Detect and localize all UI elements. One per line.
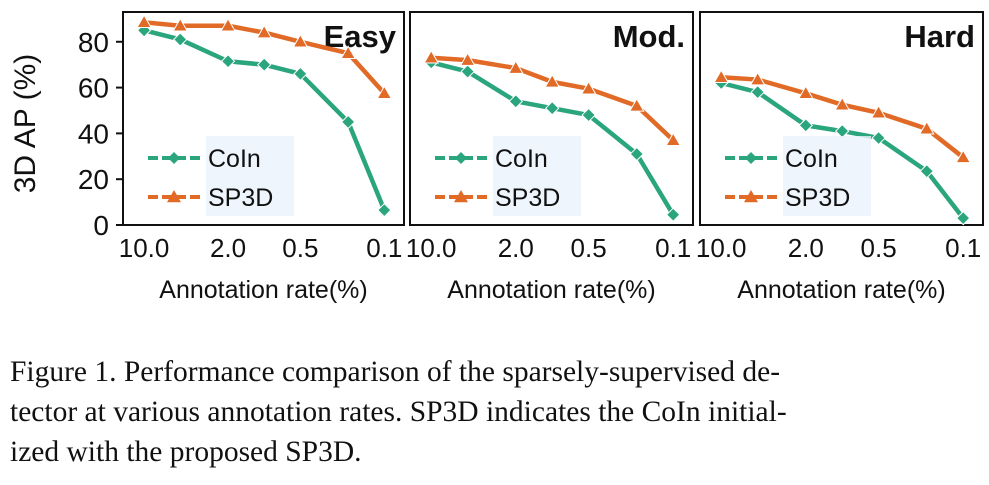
- figure-caption: Figure 1. Performance comparison of the …: [10, 352, 982, 472]
- x-tick-label: 0.5: [861, 233, 897, 263]
- x-tick-label: 0.1: [366, 233, 402, 263]
- x-tick-label: 0.5: [282, 233, 318, 263]
- data-point-coin: [508, 94, 523, 109]
- data-point-sp3d: [220, 17, 236, 32]
- data-point-sp3d: [955, 149, 972, 164]
- data-point-sp3d: [628, 97, 645, 112]
- data-point-coin: [173, 32, 188, 47]
- x-tick-label: 2.0: [788, 233, 824, 263]
- x-tick-label: 0.1: [655, 233, 691, 263]
- panel-frame-1: [409, 11, 694, 226]
- y-tick-label: 60: [78, 73, 109, 104]
- data-point-sp3d: [870, 104, 887, 119]
- x-tick-label: 0.5: [571, 233, 607, 263]
- y-tick-label: 20: [78, 164, 109, 195]
- x-tick-label: 10.0: [119, 233, 170, 263]
- y-tick-label: 40: [78, 118, 109, 149]
- data-point-coin: [293, 66, 308, 82]
- legend-background: [206, 136, 294, 216]
- data-point-sp3d: [713, 69, 730, 84]
- legend-marker-sp3d: [744, 190, 758, 203]
- data-point-sp3d: [256, 24, 273, 39]
- x-tick-label: 10.0: [406, 233, 457, 263]
- data-point-coin: [377, 202, 392, 218]
- legend-label-coin: CoIn: [208, 145, 261, 173]
- data-point-sp3d: [340, 45, 357, 59]
- data-point-sp3d: [423, 49, 440, 64]
- data-point-sp3d: [918, 120, 935, 135]
- y-tick-label: 0: [93, 210, 109, 241]
- legend-label-sp3d: SP3D: [208, 184, 273, 212]
- data-point-sp3d: [172, 17, 189, 32]
- data-point-sp3d: [665, 132, 682, 147]
- caption-line-2: tector at various annotation rates. SP3D…: [10, 396, 787, 428]
- data-point-coin: [256, 57, 272, 72]
- data-point-coin: [581, 107, 596, 123]
- legend-marker-sp3d: [454, 190, 468, 203]
- panel-frame-2: [699, 11, 984, 226]
- x-axis-label: Annotation rate(%): [447, 276, 655, 304]
- data-point-sp3d: [834, 96, 851, 111]
- y-axis-label: 3D AP (%): [9, 54, 42, 194]
- data-point-coin: [545, 100, 560, 116]
- legend-label-coin: CoIn: [495, 145, 548, 173]
- x-tick-label: 2.0: [210, 233, 246, 263]
- panel-title: Hard: [904, 19, 975, 54]
- data-point-sp3d: [459, 52, 476, 66]
- data-point-sp3d: [797, 85, 814, 100]
- x-axis-label: Annotation rate(%): [737, 276, 945, 304]
- x-tick-label: 10.0: [696, 233, 747, 263]
- legend-marker-coin: [168, 152, 180, 164]
- panel-title: Mod.: [613, 19, 685, 54]
- legend-label-coin: CoIn: [785, 145, 838, 173]
- legend-marker-coin: [455, 152, 467, 164]
- data-point-coin: [955, 210, 971, 226]
- data-point-sp3d: [292, 33, 309, 48]
- x-tick-label: 0.1: [945, 233, 981, 263]
- x-axis-label: Annotation rate(%): [159, 276, 367, 304]
- legend-label-sp3d: SP3D: [495, 184, 560, 212]
- data-point-coin: [220, 54, 236, 69]
- y-tick-label: 80: [78, 27, 109, 58]
- data-point-coin: [871, 130, 886, 146]
- caption-line-1: Figure 1. Performance comparison of the …: [10, 356, 781, 388]
- data-point-coin: [340, 114, 356, 130]
- data-point-sp3d: [507, 60, 524, 74]
- legend-marker-coin: [745, 152, 757, 164]
- legend-marker-sp3d: [167, 190, 181, 203]
- data-point-coin: [460, 64, 475, 79]
- data-point-sp3d: [749, 71, 766, 86]
- x-tick-label: 2.0: [498, 233, 534, 263]
- data-point-coin: [665, 207, 681, 222]
- data-point-sp3d: [376, 85, 393, 100]
- data-point-coin: [629, 146, 644, 162]
- legend-background: [493, 136, 581, 216]
- data-point-sp3d: [136, 14, 152, 29]
- legend-background: [783, 136, 871, 216]
- legend-label-sp3d: SP3D: [785, 184, 850, 212]
- data-point-coin: [835, 123, 850, 139]
- data-point-sp3d: [544, 73, 561, 88]
- data-point-sp3d: [580, 80, 597, 95]
- data-point-coin: [798, 118, 813, 133]
- panel-frame-0: [122, 11, 405, 226]
- caption-line-3: ized with the proposed SP3D.: [10, 436, 362, 468]
- data-point-coin: [750, 84, 765, 100]
- data-point-coin: [919, 163, 934, 179]
